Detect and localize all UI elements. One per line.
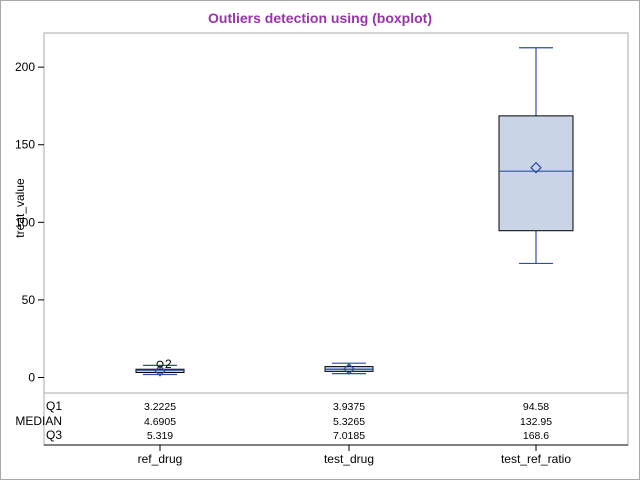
stat-value: 7.0185 [333, 430, 365, 442]
stat-value: 3.9375 [333, 401, 365, 413]
box-ref_drug: 2 [135, 357, 185, 377]
stat-value: 5.319 [147, 430, 173, 442]
stat-value: 168.6 [523, 430, 549, 442]
stat-row-label: Q3 [46, 428, 62, 442]
outlier-point [156, 360, 164, 368]
y-tick-label: 200 [15, 60, 35, 74]
y-axis-label: treat_value [13, 178, 27, 238]
y-tick-label: 0 [28, 370, 35, 384]
y-tick-label: 100 [15, 215, 35, 229]
y-tick-label: 150 [15, 138, 35, 152]
x-axis: ref_drug test_drug test_ref_ratio [44, 444, 628, 466]
plot-area [43, 32, 629, 446]
mean-marker [530, 161, 542, 174]
y-axis: 0 50 100 150 200 [15, 60, 44, 384]
outlier-label: 2 [165, 357, 172, 371]
stat-value: 94.58 [523, 401, 549, 413]
stat-row-label: MEDIAN [15, 414, 62, 428]
x-tick-label: test_ref_ratio [501, 452, 571, 466]
stat-value: 3.2225 [144, 401, 176, 413]
box-series: 2 [135, 47, 574, 377]
mean-marker [343, 363, 355, 375]
stat-value: 5.3265 [333, 416, 365, 428]
chart-title: Outliers detection using (boxplot) [208, 10, 432, 26]
mean-marker [154, 364, 166, 377]
stat-value: 132.95 [520, 416, 552, 428]
box-test_drug [324, 362, 374, 375]
stat-row-label: Q1 [46, 399, 62, 413]
stat-value: 4.6905 [144, 416, 176, 428]
y-tick-label: 50 [22, 293, 36, 307]
x-tick-label: test_drug [324, 452, 374, 466]
x-tick-label: ref_drug [138, 452, 183, 466]
box-test_ref_ratio [498, 47, 574, 265]
box-iqr [135, 368, 185, 373]
